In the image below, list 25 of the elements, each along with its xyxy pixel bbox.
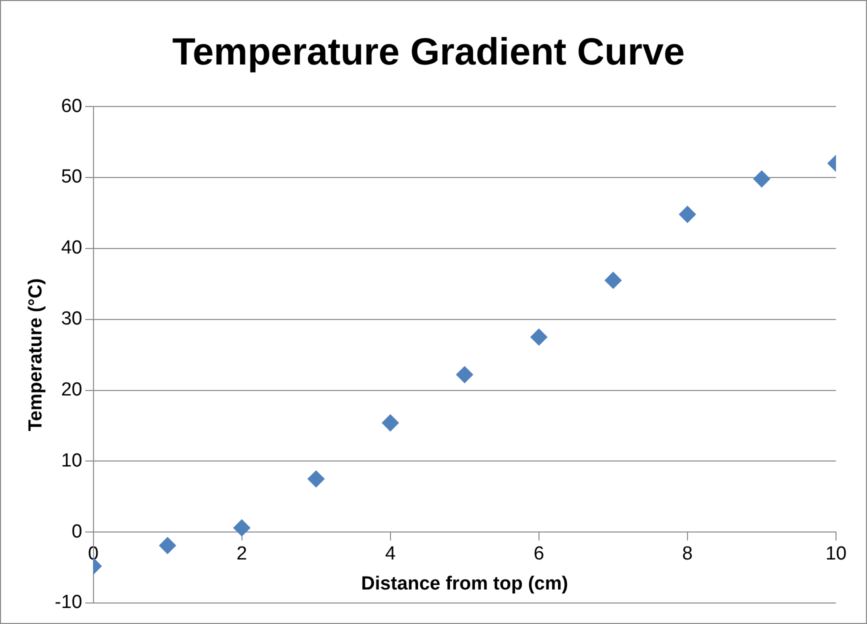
point: [159, 537, 176, 554]
point: [604, 272, 622, 289]
y-tick-label: 0: [72, 521, 82, 542]
y-tick-label: 60: [61, 96, 82, 117]
x-tick-label: 8: [682, 544, 693, 565]
point: [233, 519, 250, 536]
y-tick-label: 50: [61, 166, 82, 188]
x-tick-label: 4: [385, 544, 396, 565]
point: [678, 206, 696, 223]
y-tick-label: 10: [61, 450, 82, 472]
x-tick-label: 10: [825, 544, 847, 565]
point: [382, 414, 399, 432]
chart-title: Temperature Gradient Curve: [172, 31, 685, 74]
point: [308, 470, 325, 488]
x-tick-label: 6: [534, 544, 544, 565]
point: [753, 170, 770, 188]
y-tick-label: -10: [54, 592, 82, 614]
y-tick-label: 30: [61, 308, 82, 330]
y-tick-label: 20: [61, 379, 82, 400]
point: [530, 328, 548, 346]
y-axis-title: Temperature (°C): [26, 278, 47, 432]
x-axis-title: Distance from top (cm): [361, 574, 568, 595]
point: [456, 366, 474, 384]
x-tick-label: 2: [236, 544, 248, 565]
y-tick-label: 40: [61, 238, 82, 259]
